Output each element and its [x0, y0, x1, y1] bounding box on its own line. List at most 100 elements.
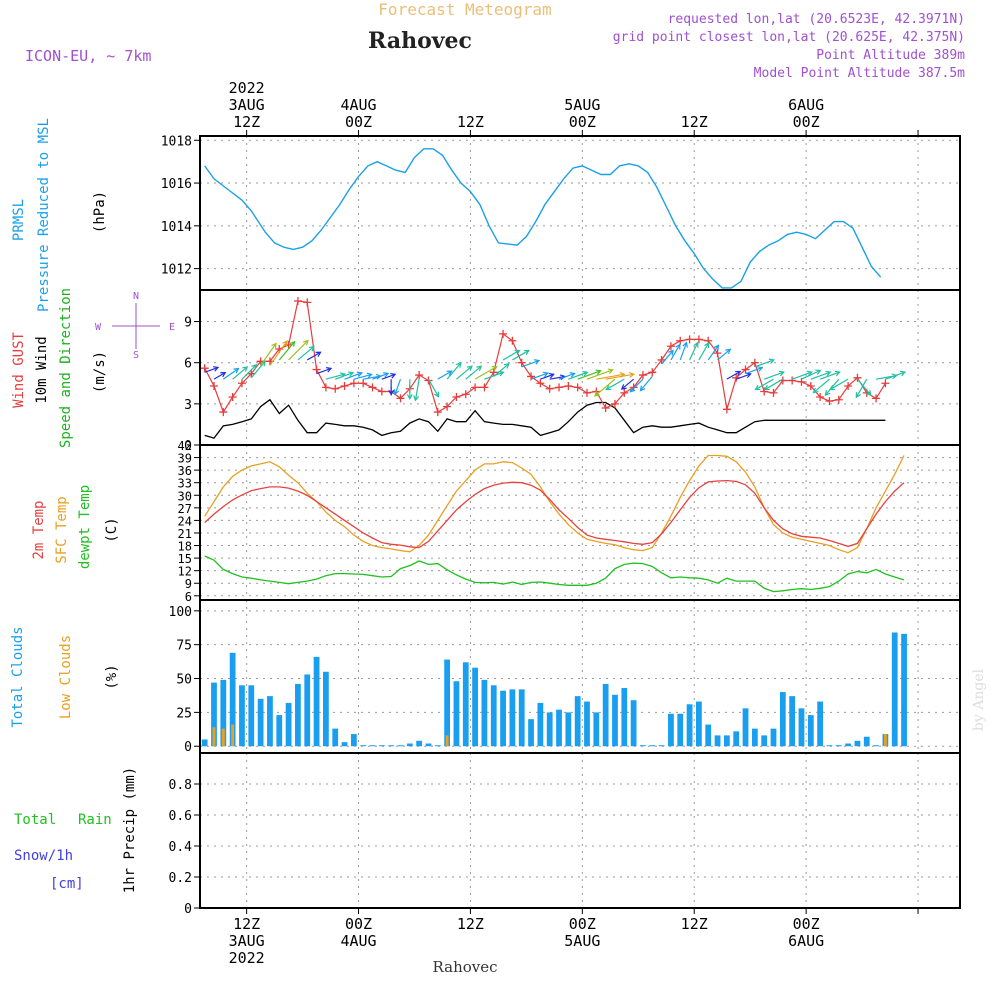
wind-ytick-label: 0 — [184, 439, 192, 454]
pressure-ytick-label: 1014 — [161, 220, 192, 235]
wind-arrow — [414, 379, 420, 401]
wind-arrow — [707, 345, 719, 361]
total-cloud-bar — [257, 698, 264, 747]
total-cloud-bar — [267, 696, 273, 747]
wind-arrow — [605, 373, 634, 380]
bottom-time-label: 2022 — [229, 949, 265, 967]
total-cloud-bar — [798, 708, 805, 747]
temp-ytick-label: 15 — [178, 552, 192, 566]
wind-arrow-head — [366, 372, 373, 379]
bottom-time-label: 00Z — [345, 915, 372, 933]
gust-marker — [303, 298, 312, 307]
gust-marker — [610, 399, 619, 408]
gust-marker — [657, 355, 666, 364]
low-clouds-label: Low Clouds — [58, 635, 74, 719]
t2m-label: 2m Temp — [31, 500, 47, 559]
precip-unit: 1hr Precip (mm) — [122, 767, 138, 893]
wind-arrow — [568, 371, 588, 380]
gust-marker — [219, 408, 228, 417]
top-time-label: 00Z — [345, 113, 372, 131]
bottom-time-label: 6AUG — [788, 932, 824, 950]
precip-ytick-label: 0 — [184, 902, 192, 917]
wind-arrow — [813, 378, 830, 393]
total-cloud-bar — [901, 633, 907, 747]
wind-arrow — [791, 371, 812, 380]
wind-arrow-head — [271, 342, 277, 349]
total-cloud-bar — [779, 692, 786, 747]
total-cloud-bar — [565, 712, 572, 747]
wind-arrow-head — [639, 385, 646, 392]
top-time-label: 12Z — [681, 113, 708, 131]
wind-arrow — [670, 344, 681, 361]
location-title: Rahovec — [368, 28, 472, 54]
gust-marker — [834, 395, 843, 404]
gust-marker — [881, 379, 890, 388]
wind-arrow — [549, 375, 565, 380]
gust-marker — [209, 382, 218, 391]
top-time-label: 00Z — [569, 113, 596, 131]
total-clouds-label: Total Clouds — [10, 626, 26, 727]
total-cloud-bar — [425, 743, 432, 747]
wind-arrow — [465, 365, 482, 380]
total-cloud-bar — [677, 713, 684, 747]
gust-marker — [825, 397, 834, 406]
gust-marker — [629, 383, 638, 392]
gust-marker — [377, 387, 386, 396]
bottom-time-label: 12Z — [457, 915, 484, 933]
wind-arrow — [363, 375, 381, 380]
wind-arrow — [596, 373, 625, 380]
wind-arrow-head — [824, 390, 831, 397]
wind-arrow — [344, 372, 363, 380]
wind-ytick-label: 9 — [184, 316, 192, 331]
total-cloud-bar — [462, 662, 469, 747]
temp-ytick-label: 42 — [178, 439, 192, 453]
wind-arrow-head — [725, 348, 732, 355]
dewpt-label: dewpt Temp — [77, 485, 93, 569]
gust-marker — [620, 388, 629, 397]
wind-arrow-head — [533, 359, 541, 365]
wind-arrow-head — [491, 366, 498, 372]
total-cloud-bar — [640, 745, 646, 747]
wind-arrow — [521, 359, 540, 368]
wind-arrow-head — [713, 344, 720, 351]
precip-rain-label: Rain — [78, 812, 112, 828]
low-cloud-bar — [883, 734, 887, 747]
pressure-label-msl: Pressure Reduced to MSL — [36, 118, 52, 312]
wind-arrow-head — [829, 384, 836, 391]
wind-10m-label: 10m Wind — [34, 336, 50, 403]
temp-panel-frame — [199, 444, 961, 601]
wind-arrow-head — [582, 370, 589, 377]
wind-arrow-head — [251, 363, 258, 370]
wind-arrow-head — [834, 370, 841, 377]
dewpt-line — [204, 555, 905, 593]
wind-arrow-head — [569, 372, 576, 378]
clouds-ytick-label: 75 — [176, 639, 192, 654]
wind-arrow — [437, 370, 452, 380]
wind-arrow-head — [620, 384, 627, 390]
bottom-time-label: 5AUG — [564, 932, 600, 950]
sfc-temp-label: SFC Temp — [54, 496, 70, 563]
temp-unit: (C) — [104, 517, 120, 542]
gust-marker — [489, 368, 498, 377]
wind-arrow-head — [503, 363, 510, 369]
gust-marker — [760, 387, 769, 396]
total-cloud-bar — [863, 736, 870, 747]
sfc-temp-line — [204, 454, 905, 554]
total-cloud-bar — [714, 735, 721, 747]
wind-arrow — [530, 372, 548, 380]
wind-arrow-head — [628, 372, 636, 378]
wind-arrow — [639, 376, 653, 391]
temp-ytick-label: 18 — [178, 540, 192, 554]
wind-arrow-head — [899, 370, 907, 377]
gust-marker — [694, 335, 703, 344]
wind-arrow — [726, 370, 741, 380]
gust-marker — [676, 336, 685, 345]
precip-ytick-label: 0.2 — [169, 871, 192, 886]
gust-marker — [200, 364, 209, 373]
low-cloud-bar — [221, 728, 225, 747]
total-cloud-bar — [481, 679, 488, 747]
temp-ytick-label: 24 — [178, 514, 192, 528]
wind-arrow-head — [413, 395, 420, 402]
wind-arrow-head — [302, 339, 309, 346]
wind-arrow-head — [383, 372, 390, 378]
